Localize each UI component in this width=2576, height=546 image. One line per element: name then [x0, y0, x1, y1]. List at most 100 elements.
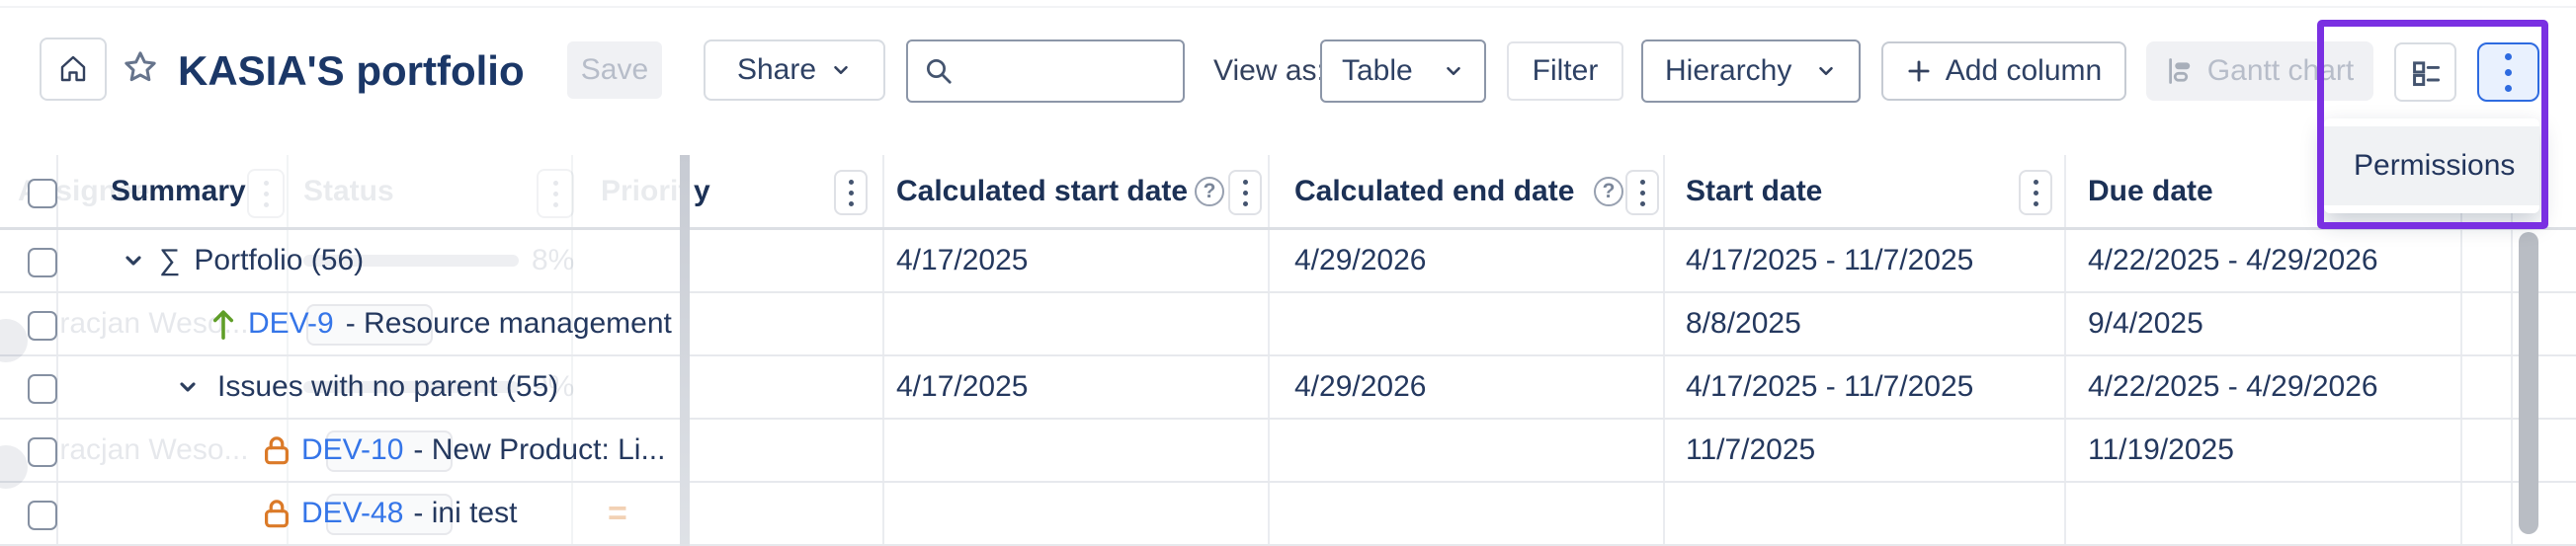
- ghost-priority-header: Priorit: [601, 174, 689, 207]
- home-button[interactable]: [40, 38, 107, 101]
- column-divider: [882, 155, 884, 546]
- table-row-dev10[interactable]: Gracjan Weso... DEV-10 - New Product: Li…: [0, 420, 2576, 489]
- calc-start-column-menu-button[interactable]: [1228, 170, 1262, 215]
- start-date-column-header[interactable]: Start date: [1686, 174, 1823, 207]
- issue-key-link[interactable]: DEV-48: [301, 497, 404, 529]
- calc-start-cell: 4/17/2025: [896, 370, 1029, 403]
- calc-end-cell: 4/29/2026: [1294, 370, 1427, 403]
- start-date-column-menu-button[interactable]: [2019, 170, 2052, 215]
- filter-button[interactable]: Filter: [1507, 41, 1623, 101]
- calc-end-column-header[interactable]: Calculated end date: [1294, 174, 1575, 207]
- issue-title: - New Product: Li...: [413, 433, 666, 466]
- chevron-down-icon: [1815, 60, 1837, 82]
- due-date-cell: 4/22/2025 - 4/29/2026: [2088, 370, 2378, 403]
- column-divider: [2460, 155, 2462, 546]
- plus-icon: [1906, 58, 1932, 84]
- ghost-status-lozenge: [326, 494, 453, 535]
- row-summary: Portfolio (56): [194, 244, 365, 276]
- save-button[interactable]: Save: [567, 41, 662, 99]
- summary-column-menu-button[interactable]: [834, 170, 868, 215]
- table-row-dev48[interactable]: = DEV-48 - ini test: [0, 483, 2576, 546]
- gantt-chart-icon: [2166, 56, 2196, 86]
- kebab-icon: [848, 179, 854, 206]
- chevron-down-icon[interactable]: [176, 375, 200, 399]
- share-button-label: Share: [736, 53, 817, 86]
- issue-key-link[interactable]: DEV-9: [248, 307, 334, 340]
- start-date-cell: 11/7/2025: [1686, 433, 1816, 466]
- ghost-kebab-icon: [247, 169, 285, 218]
- fields-button[interactable]: [2394, 42, 2456, 102]
- ghost-status-lozenge: [306, 304, 433, 346]
- due-date-column-header[interactable]: Due date: [2088, 174, 2213, 207]
- issue-title: - ini test: [413, 497, 518, 529]
- ghost-priority-medium-icon: =: [608, 494, 627, 532]
- more-actions-menu: Permissions: [2324, 118, 2539, 213]
- ghost-progress-value: 9%: [532, 370, 575, 403]
- row-checkbox[interactable]: [28, 501, 57, 530]
- view-as-label: View as:: [1213, 54, 1325, 87]
- kebab-icon: [2033, 179, 2038, 206]
- priority-header-tail: y: [694, 174, 710, 207]
- hierarchy-select[interactable]: Hierarchy: [1641, 39, 1861, 103]
- start-date-cell: 4/17/2025 - 11/7/2025: [1686, 244, 1974, 276]
- help-icon[interactable]: ?: [1195, 177, 1224, 206]
- calc-start-cell: 4/17/2025: [896, 244, 1029, 276]
- view-as-select[interactable]: Table: [1320, 39, 1486, 103]
- share-button[interactable]: Share: [704, 39, 885, 101]
- chevron-down-icon: [830, 59, 852, 81]
- column-divider: [1663, 155, 1665, 546]
- table-row-portfolio[interactable]: 8% ∑ Portfolio (56) 4/17/2025 4/29/2026 …: [0, 230, 2576, 293]
- hierarchy-value: Hierarchy: [1665, 54, 1792, 87]
- priority-high-arrow-icon: [210, 304, 236, 344]
- table-row-dev9[interactable]: Gracjan Weso... DEV-9 - Resource managem…: [0, 293, 2576, 362]
- kebab-icon: [1639, 179, 1645, 206]
- start-date-cell: 4/17/2025 - 11/7/2025: [1686, 370, 1974, 403]
- chevron-down-icon: [1443, 60, 1464, 82]
- issue-key-link[interactable]: DEV-10: [301, 433, 404, 466]
- ghost-progress-value: 8%: [532, 244, 575, 276]
- ghost-assignee-name: Gracjan Weso...: [37, 433, 249, 466]
- help-icon[interactable]: ?: [1594, 177, 1623, 206]
- summary-column-header[interactable]: Summary: [111, 174, 246, 207]
- table-header-row: Assignee Status Priorit y Summary Calcul…: [0, 155, 2576, 230]
- ghost-assignee-name: Gracjan Weso...: [37, 307, 249, 340]
- column-divider: [1268, 155, 1270, 546]
- favorite-star-icon[interactable]: [121, 47, 160, 87]
- lock-icon: [262, 496, 291, 531]
- select-all-checkbox[interactable]: [28, 179, 57, 208]
- ghost-kebab-icon: [537, 169, 574, 218]
- add-column-label: Add column: [1945, 54, 2103, 87]
- add-column-button[interactable]: Add column: [1881, 41, 2126, 101]
- top-divider: [0, 6, 2576, 8]
- kebab-icon: [1242, 179, 1248, 206]
- row-checkbox[interactable]: [28, 311, 57, 341]
- search-box: [906, 39, 1185, 103]
- table-row-no-parent-group[interactable]: 9% Issues with no parent (55) 4/17/2025 …: [0, 356, 2576, 420]
- fields-icon: [2410, 56, 2442, 88]
- start-date-cell: 8/8/2025: [1686, 307, 1801, 340]
- fields-section-drag-divider[interactable]: [680, 155, 690, 546]
- menu-item-permissions[interactable]: Permissions: [2324, 126, 2539, 205]
- due-date-cell: 4/22/2025 - 4/29/2026: [2088, 244, 2378, 276]
- row-checkbox[interactable]: [28, 437, 57, 467]
- search-input[interactable]: [963, 53, 1175, 89]
- gantt-chart-button[interactable]: Gantt chart: [2146, 41, 2373, 101]
- column-divider: [2064, 155, 2066, 546]
- more-actions-button[interactable]: [2477, 42, 2539, 102]
- ghost-column-divider: [287, 155, 289, 546]
- lock-icon: [262, 432, 291, 468]
- calc-end-cell: 4/29/2026: [1294, 244, 1427, 276]
- ghost-progress-bar: [303, 381, 519, 393]
- column-divider: [2511, 155, 2513, 546]
- kebab-icon: [2505, 52, 2512, 92]
- ghost-progress-bar: [303, 255, 519, 267]
- calc-end-column-menu-button[interactable]: [1625, 170, 1659, 215]
- vertical-scrollbar-thumb[interactable]: [2519, 232, 2538, 534]
- row-checkbox[interactable]: [28, 374, 57, 404]
- ghost-column-divider: [571, 155, 573, 546]
- calc-start-column-header[interactable]: Calculated start date: [896, 174, 1189, 207]
- row-checkbox[interactable]: [28, 248, 57, 277]
- chevron-down-icon[interactable]: [122, 249, 145, 273]
- home-icon: [57, 53, 89, 85]
